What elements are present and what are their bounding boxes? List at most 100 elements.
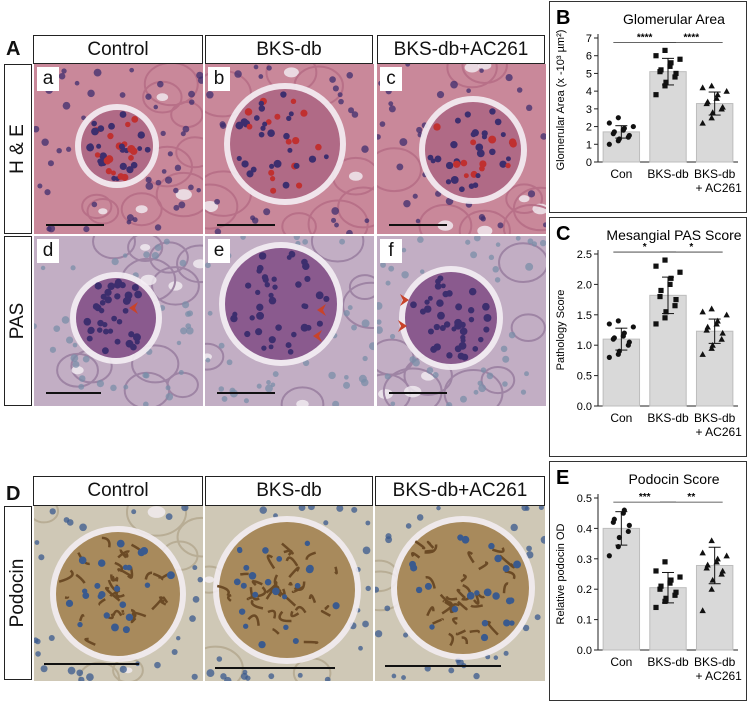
data-point bbox=[708, 82, 715, 89]
data-point bbox=[626, 522, 632, 528]
data-point bbox=[699, 308, 706, 315]
data-point bbox=[673, 70, 679, 77]
data-point bbox=[663, 595, 669, 601]
micrograph-podocin-bksdb-ac261 bbox=[375, 506, 545, 681]
data-point bbox=[662, 257, 668, 263]
y-tick-label: 0 bbox=[586, 157, 592, 169]
y-tick-label: 0.0 bbox=[577, 401, 592, 413]
data-point bbox=[653, 53, 659, 59]
significance-label: **** bbox=[684, 32, 700, 43]
data-point bbox=[611, 516, 617, 522]
data-point bbox=[667, 580, 673, 586]
data-point bbox=[672, 74, 678, 80]
sublabel-b: b bbox=[208, 67, 230, 91]
data-point bbox=[677, 269, 683, 275]
data-point bbox=[703, 564, 710, 571]
data-point bbox=[663, 79, 669, 85]
data-point bbox=[704, 323, 711, 330]
data-point bbox=[708, 114, 715, 121]
scale-bar bbox=[215, 667, 335, 669]
data-point bbox=[611, 335, 617, 341]
x-tick-label: BKS-db bbox=[647, 655, 689, 669]
chart-title: Mesangial PAS Score bbox=[606, 227, 741, 243]
scale-bar bbox=[389, 392, 447, 394]
micrograph-podocin-control bbox=[34, 506, 203, 681]
data-point bbox=[714, 317, 721, 324]
data-point bbox=[658, 67, 664, 73]
row-head-podocin-label: Podocin bbox=[7, 558, 28, 628]
data-point bbox=[677, 574, 683, 580]
data-point bbox=[708, 537, 715, 544]
y-tick-label: 0.5 bbox=[577, 371, 592, 383]
chart-panel-b: B Glomerular Area Glomerular Area (x -10³ … bbox=[549, 1, 747, 213]
data-point bbox=[662, 83, 668, 89]
data-point bbox=[667, 63, 673, 69]
data-point bbox=[663, 309, 669, 315]
x-tick-label: BKS-db bbox=[694, 167, 736, 181]
chart-panel-e: E Podocin Score Relative podocin OD 0.0 0.1 0… bbox=[549, 461, 747, 701]
row-head-pas: PAS bbox=[4, 236, 32, 406]
sublabel-d: d bbox=[37, 239, 59, 263]
data-point bbox=[719, 567, 726, 574]
data-point bbox=[653, 321, 659, 327]
data-point bbox=[615, 115, 621, 121]
data-point bbox=[625, 528, 631, 535]
data-point bbox=[657, 586, 663, 592]
row-head-he: H & E bbox=[4, 64, 32, 234]
x-tick-label: Con bbox=[610, 655, 632, 669]
data-point bbox=[673, 297, 679, 303]
data-point bbox=[703, 326, 710, 333]
data-point bbox=[672, 592, 678, 598]
data-point bbox=[714, 91, 721, 98]
data-point bbox=[677, 56, 683, 62]
data-point bbox=[616, 534, 622, 541]
significance-label: * bbox=[643, 242, 647, 253]
data-point bbox=[723, 552, 730, 559]
chart-b-svg: B Glomerular Area Glomerular Area (x -10³ … bbox=[555, 7, 742, 195]
data-point bbox=[699, 351, 706, 357]
bar bbox=[602, 527, 641, 651]
data-point bbox=[606, 553, 612, 559]
micrograph-pas-control: d bbox=[34, 236, 203, 406]
panel-d-letter: D bbox=[6, 483, 21, 505]
col-head-bksdb-ac261: BKS-db+AC261 bbox=[377, 35, 545, 64]
data-point bbox=[668, 60, 674, 66]
data-point bbox=[719, 329, 726, 336]
data-point bbox=[653, 604, 659, 611]
data-point bbox=[626, 339, 632, 345]
panel-a-letter: A bbox=[6, 38, 21, 60]
y-tick-label: 3 bbox=[586, 104, 592, 116]
y-tick-label: 2 bbox=[586, 122, 592, 134]
panel-letter: B bbox=[556, 7, 570, 29]
x-tick-label: Con bbox=[610, 167, 632, 181]
y-tick-label: 4 bbox=[586, 86, 592, 98]
x-tick-label: + AC261 bbox=[695, 181, 742, 195]
data-point bbox=[606, 354, 612, 360]
y-tick-label: 0.4 bbox=[577, 523, 592, 535]
row-head-pas-label: PAS bbox=[7, 302, 28, 340]
y-tick-label: 0.5 bbox=[577, 493, 592, 505]
y-tick-label: 2.5 bbox=[577, 249, 592, 261]
data-point bbox=[630, 123, 636, 130]
data-point bbox=[699, 607, 706, 614]
col-head-control-d: Control bbox=[33, 476, 203, 506]
col-head-bksdb-ac261-d: BKS-db+AC261 bbox=[375, 476, 545, 506]
data-point bbox=[653, 92, 659, 98]
micrograph-he-bksdb: b bbox=[205, 64, 374, 234]
chart-panel-c: C Mesangial PAS Score Pathology Score 0.0 0.… bbox=[549, 217, 747, 457]
data-point bbox=[672, 303, 678, 309]
y-tick-label: 1 bbox=[586, 139, 592, 151]
sublabel-c: c bbox=[380, 67, 402, 91]
micrograph-he-control: a bbox=[34, 64, 203, 234]
data-point bbox=[667, 281, 673, 287]
micrograph-he-bksdb-ac261: c bbox=[377, 64, 546, 234]
data-point bbox=[718, 335, 725, 342]
significance-label: * bbox=[689, 242, 693, 253]
data-point bbox=[704, 98, 711, 105]
col-head-bksdb-d: BKS-db bbox=[205, 476, 373, 506]
y-tick-label: 1.0 bbox=[577, 340, 592, 352]
data-point bbox=[653, 263, 659, 269]
data-point bbox=[606, 321, 612, 327]
data-point bbox=[662, 315, 668, 321]
y-axis-label: Pathology Score bbox=[555, 290, 567, 371]
